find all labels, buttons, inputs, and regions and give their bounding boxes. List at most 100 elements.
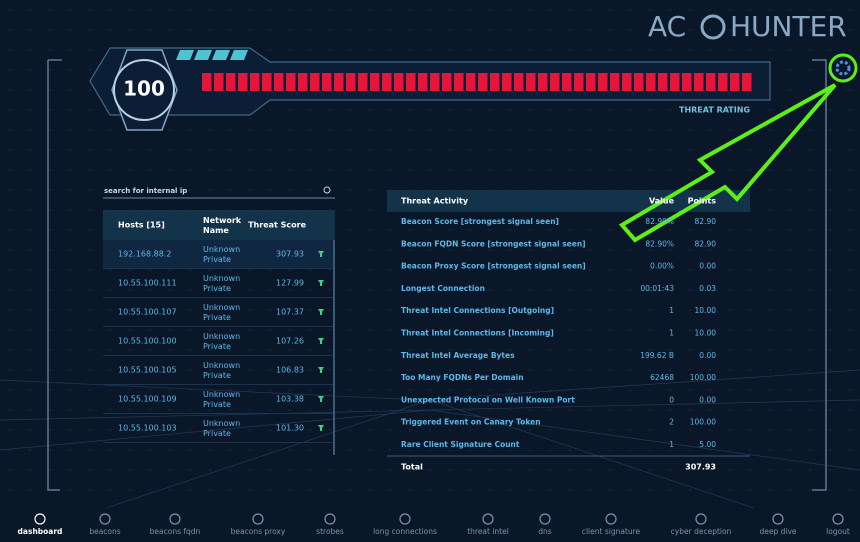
threat-bar-segment bbox=[550, 73, 560, 91]
host-ip[interactable]: 10.55.100.107 bbox=[118, 308, 177, 317]
nav-icon[interactable] bbox=[695, 513, 707, 525]
nav-item[interactable]: client signature bbox=[582, 527, 641, 536]
nav-item[interactable]: beacons fqdn bbox=[150, 527, 201, 536]
nav-icon[interactable] bbox=[772, 513, 784, 525]
host-ip[interactable]: 10.55.100.109 bbox=[118, 395, 177, 404]
activity-header[interactable]: Value bbox=[649, 197, 675, 206]
activity-cell: 62468 bbox=[650, 373, 674, 382]
threat-bar-segment bbox=[706, 73, 716, 91]
nav-item[interactable]: strobes bbox=[316, 527, 344, 536]
nav-icon[interactable] bbox=[169, 513, 181, 525]
threat-bar-segment bbox=[634, 73, 644, 91]
logo-icon bbox=[700, 14, 726, 40]
total-value: 307.93 bbox=[685, 463, 716, 472]
host-score: 307.93 bbox=[276, 250, 304, 259]
hosts-header[interactable]: Threat Score bbox=[248, 221, 306, 230]
annotation-arrow bbox=[618, 83, 837, 243]
filter-icon[interactable] bbox=[318, 425, 324, 431]
activity-cell: 10.00 bbox=[695, 306, 717, 315]
activity-cell: 82.90 bbox=[695, 217, 717, 226]
activity-cell: 0 bbox=[669, 395, 674, 404]
nav-item[interactable]: deep dive bbox=[759, 527, 796, 536]
threat-bar-segment bbox=[406, 73, 416, 91]
network-lines bbox=[0, 369, 860, 511]
host-network: Unknown Private bbox=[203, 361, 240, 380]
host-ip[interactable]: 10.55.100.103 bbox=[118, 424, 177, 433]
nav-item[interactable]: dashboard bbox=[18, 527, 63, 536]
activity-cell: 82.90% bbox=[645, 217, 674, 226]
threat-bar-segment bbox=[346, 73, 356, 91]
score-hex bbox=[111, 49, 178, 131]
activity-cell: 0.00 bbox=[699, 351, 716, 360]
nav-icon[interactable] bbox=[399, 513, 411, 525]
threat-bar-segment bbox=[202, 73, 212, 91]
threat-bar-segment bbox=[574, 73, 584, 91]
nav-icon[interactable] bbox=[832, 513, 844, 525]
threat-bar-segment bbox=[298, 73, 308, 91]
nav-icon[interactable] bbox=[252, 513, 264, 525]
search-icon[interactable] bbox=[323, 186, 331, 194]
host-ip[interactable]: 10.55.100.111 bbox=[118, 279, 177, 288]
threat-bar-segment bbox=[226, 73, 236, 91]
threat-bar-segment bbox=[670, 73, 680, 91]
activity-cell: Beacon Proxy Score [strongest signal see… bbox=[401, 262, 586, 271]
activity-cell: 00:01:43 bbox=[640, 284, 674, 293]
activity-cell: 1 bbox=[669, 440, 674, 449]
nav-item[interactable]: logout bbox=[826, 527, 850, 536]
host-network: Unknown Private bbox=[203, 390, 240, 409]
threat-bar-segment bbox=[742, 73, 752, 91]
host-score: 103.38 bbox=[276, 395, 304, 404]
activity-cell: 0.00% bbox=[650, 262, 674, 271]
threat-bar-segment bbox=[586, 73, 596, 91]
activity-cell: 0.00 bbox=[699, 395, 716, 404]
host-network: Unknown Private bbox=[203, 419, 240, 438]
filter-icon[interactable] bbox=[318, 367, 324, 373]
nav-icon[interactable] bbox=[99, 513, 111, 525]
nav-icon[interactable] bbox=[539, 513, 551, 525]
threat-bar-segment bbox=[730, 73, 740, 91]
host-score: 127.99 bbox=[276, 279, 304, 288]
search-input[interactable]: search for internal ip bbox=[104, 187, 187, 195]
activity-header[interactable]: Threat Activity bbox=[401, 197, 469, 206]
threat-bar-segment bbox=[442, 73, 452, 91]
host-ip[interactable]: 10.55.100.105 bbox=[118, 366, 177, 375]
host-ip[interactable]: 10.55.100.100 bbox=[118, 337, 177, 346]
filter-icon[interactable] bbox=[318, 280, 324, 286]
settings-gear[interactable] bbox=[835, 60, 851, 76]
activity-header[interactable]: Points bbox=[688, 197, 717, 206]
nav-item[interactable]: threat intel bbox=[467, 527, 509, 536]
threat-bar-segment bbox=[418, 73, 428, 91]
nav-icon[interactable] bbox=[34, 513, 46, 525]
host-ip[interactable]: 192.168.88.2 bbox=[118, 250, 171, 259]
nav-item[interactable]: beacons bbox=[89, 527, 120, 536]
nav-icon[interactable] bbox=[605, 513, 617, 525]
threat-bar-segment bbox=[310, 73, 320, 91]
activity-cell: Threat Intel Average Bytes bbox=[401, 351, 515, 360]
nav-icon[interactable] bbox=[482, 513, 494, 525]
hosts-header[interactable]: Network Name bbox=[203, 216, 242, 235]
activity-cell: Unexpected Protocol on Well Known Port bbox=[401, 395, 575, 404]
highlight-circle bbox=[828, 53, 858, 83]
activity-header-bg bbox=[387, 190, 750, 212]
filter-icon[interactable] bbox=[318, 396, 324, 402]
nav-item[interactable]: beacons proxy bbox=[231, 527, 286, 536]
host-network: Unknown Private bbox=[203, 303, 240, 322]
filter-icon[interactable] bbox=[318, 309, 324, 315]
activity-cell: Beacon FQDN Score [strongest signal seen… bbox=[401, 239, 586, 248]
threat-bar-segment bbox=[394, 73, 404, 91]
threat-bar-segment bbox=[262, 73, 272, 91]
threat-bar-segment bbox=[382, 73, 392, 91]
nav-item[interactable]: cyber deception bbox=[671, 527, 732, 536]
host-score: 106.83 bbox=[276, 366, 304, 375]
nav-icon[interactable] bbox=[324, 513, 336, 525]
total-label: Total bbox=[401, 463, 423, 472]
host-score: 107.37 bbox=[276, 308, 304, 317]
filter-icon[interactable] bbox=[318, 251, 324, 257]
filter-icon[interactable] bbox=[318, 338, 324, 344]
nav-item[interactable]: long connections bbox=[373, 527, 437, 536]
hosts-header[interactable]: Hosts [15] bbox=[118, 221, 165, 230]
nav-item[interactable]: dns bbox=[538, 527, 552, 536]
threat-bar-segment bbox=[694, 73, 704, 91]
threat-bar-segment bbox=[598, 73, 608, 91]
